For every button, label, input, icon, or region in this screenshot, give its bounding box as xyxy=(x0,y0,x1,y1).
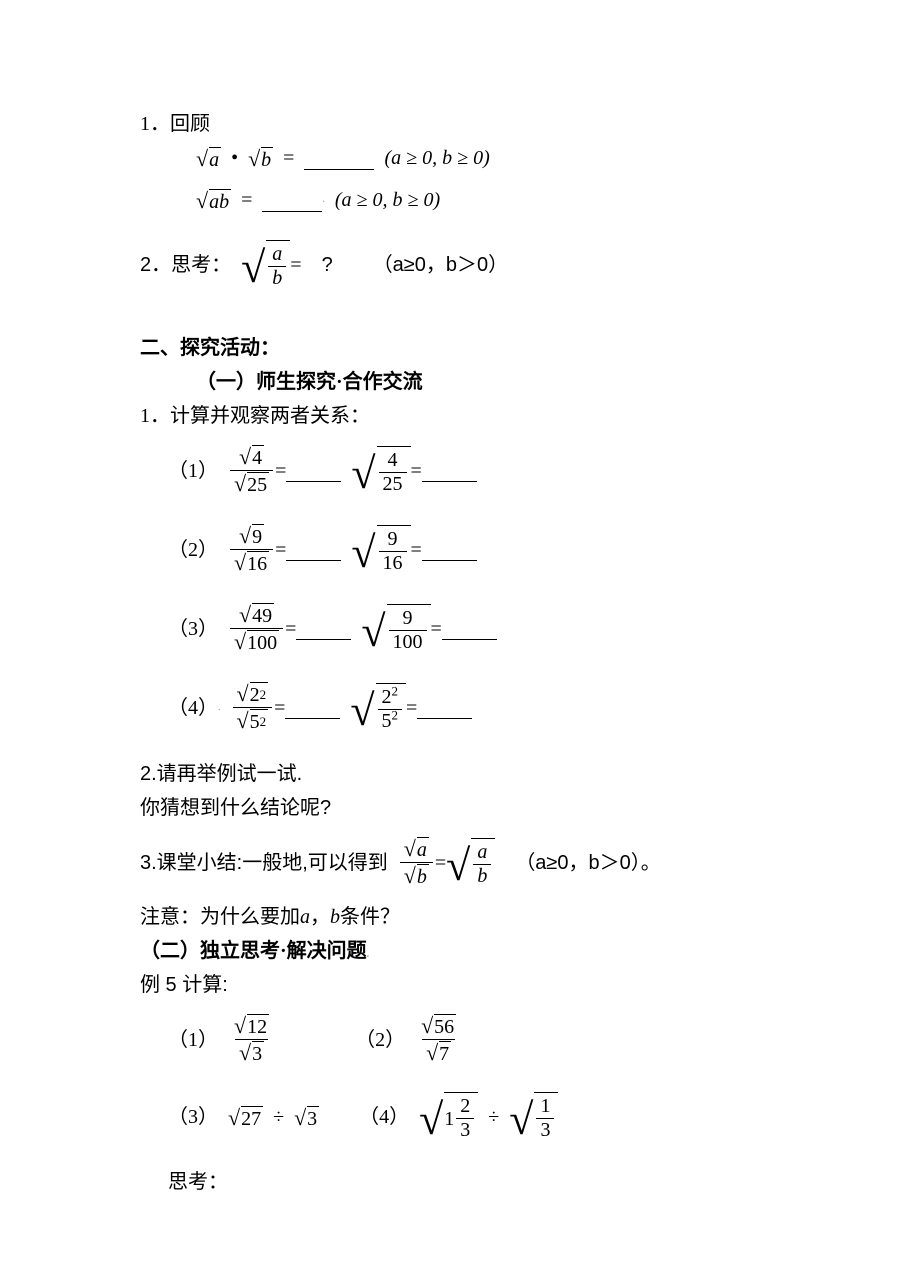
var-a: a xyxy=(300,903,310,931)
blank-line xyxy=(417,696,472,719)
equals-sign: = xyxy=(274,694,285,722)
marker-dot-icon: . xyxy=(322,193,325,207)
s2-p3-label: 3.课堂小结:一般地,可以得到 xyxy=(140,849,388,877)
equals-sign: = xyxy=(411,457,422,485)
equals-sign: = xyxy=(241,186,252,214)
frac-sqrt-over-sqrt: √9√16 xyxy=(230,523,273,576)
blank-line xyxy=(286,459,341,482)
row-idx: （4） xyxy=(168,694,218,722)
frac-sqrt: √56 √7 xyxy=(417,1013,460,1066)
row-idx: （1） xyxy=(168,457,218,485)
ex-idx: （3） xyxy=(168,1103,218,1131)
condition-text: (a ≥ 0, b ≥ 0) xyxy=(335,186,440,214)
sqrt-ab-icon: √ab xyxy=(196,189,231,212)
calc-row: （3）√49√100=√9100= xyxy=(140,602,780,655)
frac-sqrta-sqrtb: √a √b xyxy=(400,836,433,889)
equals-sign: = xyxy=(275,457,286,485)
blank-line xyxy=(296,617,351,640)
equals-sign: = xyxy=(285,615,296,643)
blank-line xyxy=(285,696,340,719)
equals-sign: = xyxy=(435,849,446,877)
ex-idx: （4） xyxy=(359,1103,409,1131)
calc-row: （2）√9√16=√916= xyxy=(140,523,780,576)
s1-eq1: √a • √b = (a ≥ 0, b ≥ 0) xyxy=(140,144,780,172)
marker-dot-icon: . xyxy=(218,701,221,715)
s2-p2b: 你猜想到什么结论呢? xyxy=(140,794,780,822)
s2-subB: （二）独立思考·解决问题. xyxy=(140,937,780,965)
dot-operator: • xyxy=(231,144,238,172)
condition-text: (a ≥ 0, b ≥ 0) xyxy=(384,144,489,172)
sqrt-frac-ab-icon: √ a b xyxy=(241,240,290,290)
ex-idx: （2） xyxy=(355,1026,405,1054)
frac-sqrt-over-sqrt: √22√52 xyxy=(233,681,273,734)
ex-row-1: （1） √12 √3 （2） √56 √7 xyxy=(140,1013,780,1066)
equals-sign: = xyxy=(275,536,286,564)
blank-line xyxy=(422,459,477,482)
equals-sign: = xyxy=(283,144,294,172)
sqrt-frac-ab-icon: √ a b xyxy=(446,838,495,888)
var-b: b xyxy=(330,903,340,931)
page: 1．回顾 √a • √b = (a ≥ 0, b ≥ 0) √ab = . (a… xyxy=(0,0,920,1277)
calc-row: （4）.√22√52=√2252= xyxy=(140,681,780,734)
blank-line xyxy=(442,617,497,640)
sqrt-of-frac-icon: √916 xyxy=(351,525,410,575)
blank-line xyxy=(304,147,374,170)
frac-sqrt: √12 √3 xyxy=(230,1013,273,1066)
sqrt-of-frac-icon: √2252 xyxy=(350,683,406,733)
frac-sqrt-over-sqrt: √49√100 xyxy=(230,602,283,655)
sqrt-of-frac-icon: √9100 xyxy=(361,604,430,654)
s1-item2: 2．思考： √ a b = ? （a≥0，b＞0） xyxy=(140,240,780,290)
equals-sign: = xyxy=(431,615,442,643)
equals-sign: = xyxy=(406,694,417,722)
condition-text: （a≥0，b＞0） xyxy=(373,251,508,279)
s2-p1-label: 1．计算并观察两者关系： xyxy=(140,402,780,430)
sqrt-b-icon: √b xyxy=(248,147,273,170)
row-idx: （2） xyxy=(168,536,218,564)
blank-line xyxy=(422,538,477,561)
sqrt-a-icon: √a xyxy=(196,147,221,170)
condition-text: （a≥0，b＞0）。 xyxy=(515,849,660,877)
ex-row-2: （3） √27 ÷ √3 （4） √ 1 2 3 ÷ √ 1 xyxy=(140,1092,780,1142)
calc-rows: （1）√4√25=√425=（2）√9√16=√916=（3）√49√100=√… xyxy=(140,444,780,734)
s1-item2-label: 2．思考： xyxy=(140,251,231,279)
s2-think: 思考： xyxy=(140,1168,780,1196)
blank-line xyxy=(286,538,341,561)
ex-idx: （1） xyxy=(168,1026,218,1054)
comma: ， xyxy=(310,903,330,931)
equals-sign: = xyxy=(411,536,422,564)
mixed-whole: 1 xyxy=(444,1109,454,1129)
sqrt-mixed-icon: √ 1 2 3 xyxy=(419,1092,478,1142)
s1-item1-label: 1．回顾 xyxy=(140,110,780,138)
frac-sqrt-over-sqrt: √4√25 xyxy=(230,444,273,497)
sqrt-of-frac-icon: √425 xyxy=(351,446,410,496)
s2-ex-label: 例 5 计算: xyxy=(140,971,780,999)
row-idx: （3） xyxy=(168,615,218,643)
sqrt-frac-icon: √ 1 3 xyxy=(509,1092,558,1142)
note-suffix: 条件？ xyxy=(340,903,400,931)
calc-row: （1）√4√25=√425= xyxy=(140,444,780,497)
s2-title: 二、探究活动： xyxy=(140,334,780,362)
s2-p3: 3.课堂小结:一般地,可以得到 √a √b = √ a b （a≥0，b＞0）。 xyxy=(140,836,780,889)
divide-sign: ÷ xyxy=(488,1103,499,1131)
s2-subA: （一）师生探究·合作交流 xyxy=(140,368,780,396)
equals-sign: = xyxy=(290,251,301,279)
blank-line xyxy=(262,189,322,212)
s2-note: 注意：为什么要加 a ， b 条件？ xyxy=(140,903,780,931)
s1-eq2: √ab = . (a ≥ 0, b ≥ 0) xyxy=(140,186,780,214)
note-prefix: 注意：为什么要加 xyxy=(140,903,300,931)
question-mark: ? xyxy=(322,251,333,279)
sqrt-27-icon: √27 xyxy=(228,1106,263,1129)
s2-p2a: 2.请再举例试一试. xyxy=(140,760,780,788)
divide-sign: ÷ xyxy=(273,1103,284,1131)
marker-dot-icon: . xyxy=(367,949,370,960)
sqrt-3-icon: √3 xyxy=(294,1106,319,1129)
